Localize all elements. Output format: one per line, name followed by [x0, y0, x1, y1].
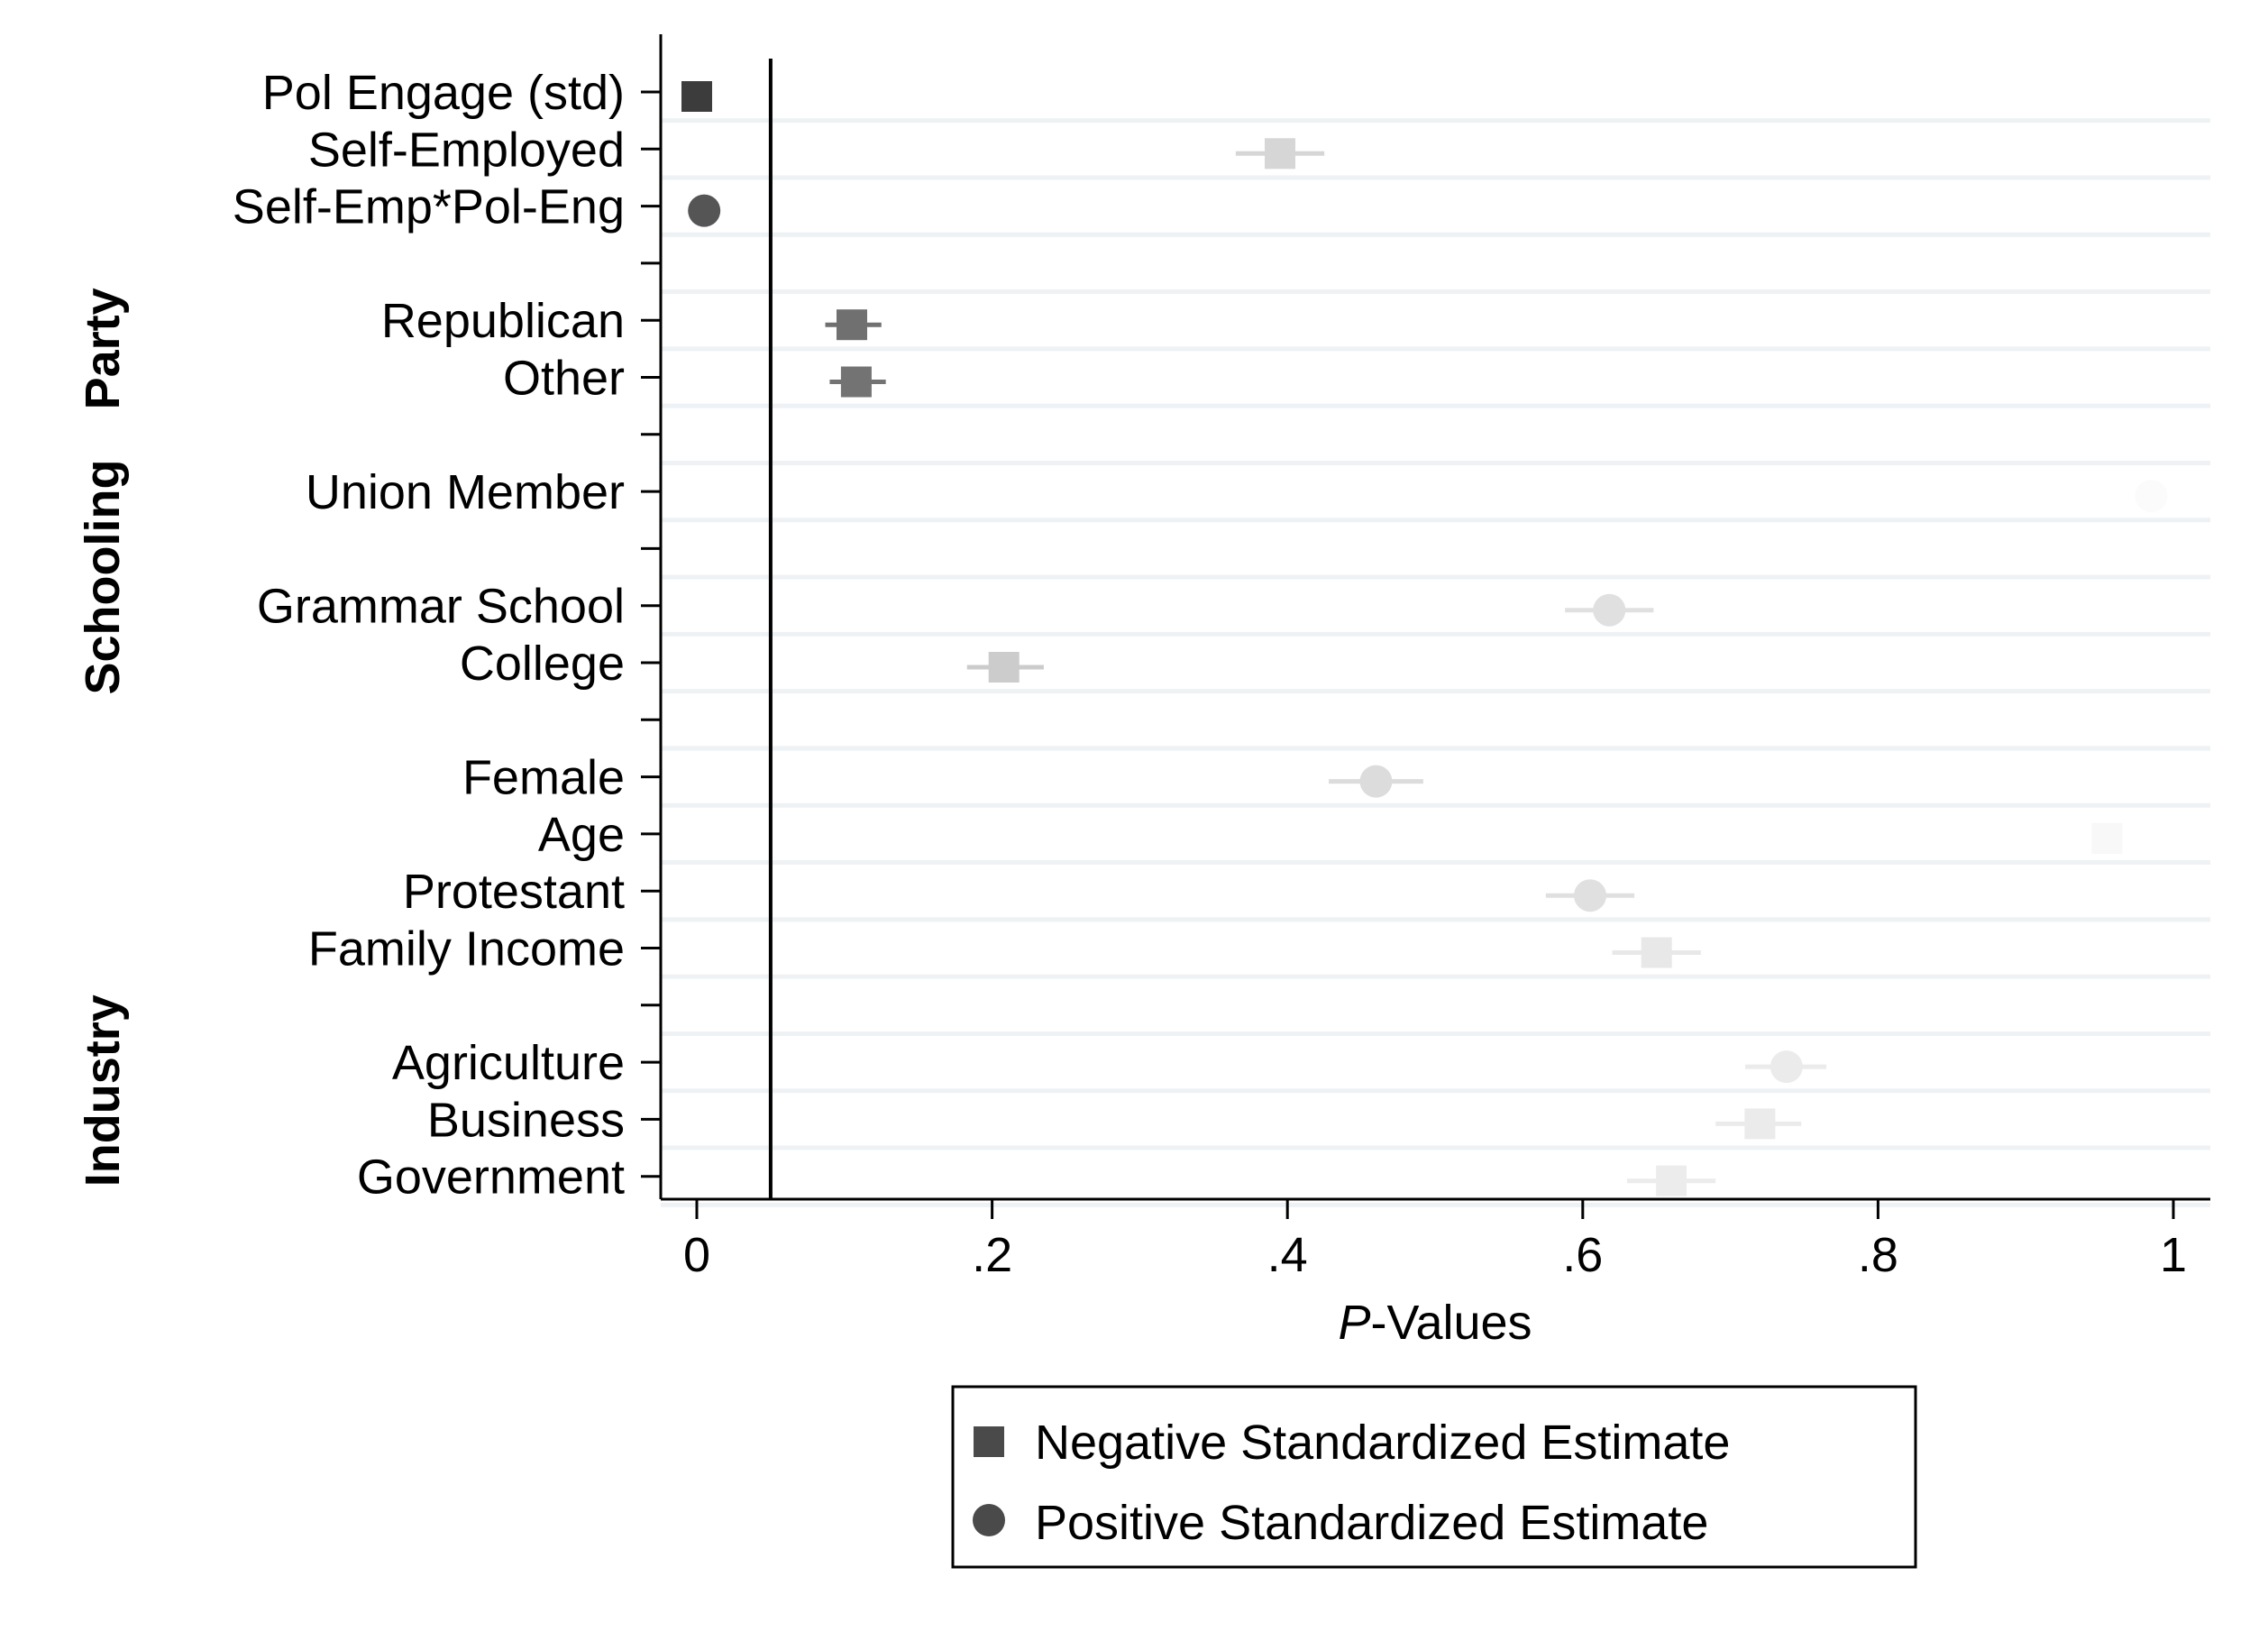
x-tick-label: .4 [1267, 1228, 1308, 1282]
group-label: Industry [76, 995, 130, 1187]
group-label: Party [76, 288, 130, 409]
legend-circle-marker [973, 1504, 1005, 1536]
y-tick-label: College [460, 637, 625, 691]
legend: Negative Standardized Estimate Positive … [951, 1385, 1917, 1569]
group-labels: Party Schooling Industry [76, 288, 130, 1187]
y-tick-label: Government [357, 1150, 625, 1205]
x-axis-title: P-Values [1338, 1296, 1532, 1350]
data-point-square [1744, 1108, 1776, 1140]
y-tick-labels: Pol Engage (std)Self-EmployedSelf-Emp*Po… [233, 66, 661, 1205]
x-tick-label: 0 [683, 1228, 710, 1282]
y-tick-label: Other [503, 352, 625, 406]
x-tick-label: 1 [2160, 1228, 2187, 1282]
x-tick-labels: 0 .2 .4 .6 .8 1 [683, 1199, 2187, 1282]
data-point-circle [1593, 593, 1626, 627]
x-tick-label: .8 [1858, 1228, 1898, 1282]
legend-square-marker [974, 1426, 1004, 1457]
x-axis-title-rest: -Values [1370, 1296, 1532, 1350]
x-tick-label: .6 [1562, 1228, 1603, 1282]
y-tick-label: Self-Employed [308, 123, 625, 177]
plot-markers [681, 81, 2168, 1196]
y-tick-label: Business [427, 1093, 625, 1147]
data-point-square [836, 309, 867, 341]
y-tick-label: Republican [381, 294, 625, 348]
y-tick-label: Family Income [308, 922, 625, 976]
legend-label-positive: Positive Standardized Estimate [1035, 1496, 1708, 1550]
y-tick-label: Female [462, 751, 625, 805]
data-point-square [1641, 937, 1672, 968]
y-tick-label: Grammar School [257, 580, 625, 634]
data-point-circle [1359, 765, 1393, 798]
data-point-square [681, 81, 712, 112]
data-point-circle [1573, 879, 1606, 912]
y-tick-label: Agriculture [392, 1036, 625, 1090]
y-tick-label: Protestant [403, 865, 625, 919]
y-tick-label: Pol Engage (std) [262, 66, 625, 120]
x-axis-title-italic: P [1338, 1296, 1370, 1350]
x-tick-label: .2 [972, 1228, 1012, 1282]
legend-box [951, 1385, 1917, 1569]
y-tick-label: Age [538, 808, 625, 862]
y-tick-label: Union Member [306, 465, 625, 519]
group-label: Schooling [76, 460, 130, 695]
y-tick-label: Self-Emp*Pol-Eng [233, 180, 625, 234]
grid-lines [661, 118, 2210, 1207]
data-point-square [1656, 1165, 1687, 1196]
legend-label-negative: Negative Standardized Estimate [1035, 1416, 1730, 1470]
data-point-square [988, 652, 1020, 683]
data-point-circle [2135, 480, 2168, 513]
data-point-circle [1770, 1050, 1803, 1084]
data-point-square [2091, 822, 2123, 854]
data-point-square [840, 366, 872, 398]
data-point-circle [688, 194, 721, 227]
data-point-square [1265, 138, 1296, 170]
